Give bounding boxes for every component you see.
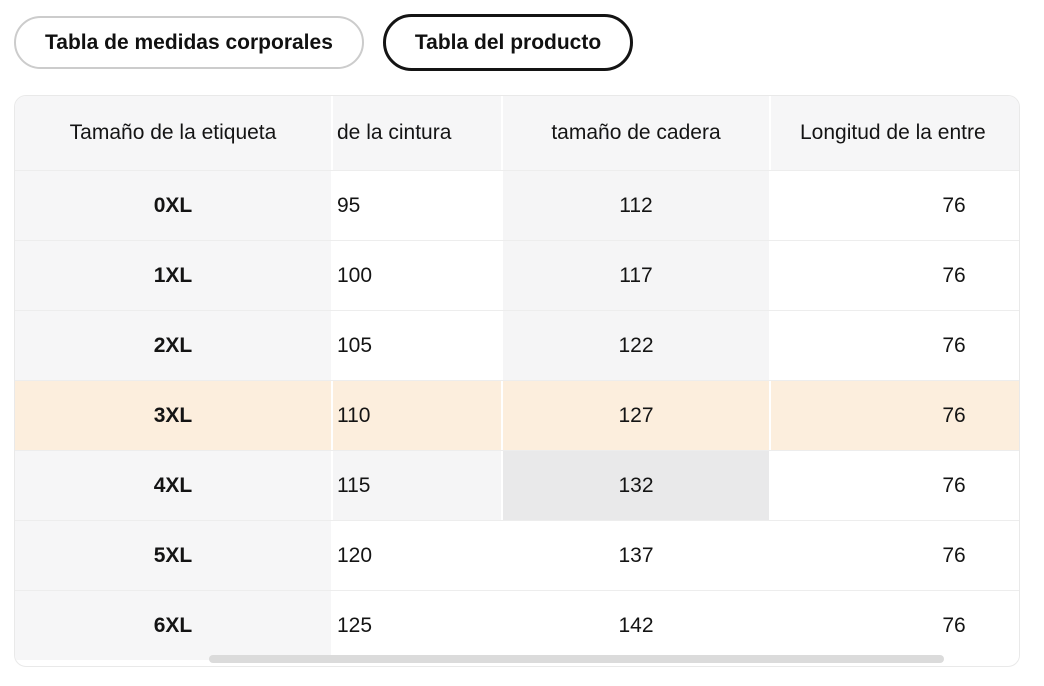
cell-waist[interactable]: 110	[331, 381, 501, 450]
cell-label-size[interactable]: 3XL	[15, 381, 331, 450]
size-table-card: Tamaño de la etiqueta de la cintura tama…	[14, 95, 1020, 667]
cell-hip[interactable]: 117	[501, 241, 769, 310]
cell-hip-hovered[interactable]: 132	[501, 451, 769, 520]
header-inseam: Longitud de la entre	[769, 96, 1019, 170]
cell-label-size[interactable]: 6XL	[15, 591, 331, 660]
table-row: 4XL 115 132 76	[15, 450, 1019, 520]
cell-waist[interactable]: 105	[331, 311, 501, 380]
horizontal-scrollbar-thumb[interactable]	[209, 655, 944, 663]
table-header-row: Tamaño de la etiqueta de la cintura tama…	[15, 96, 1019, 170]
header-waist: de la cintura	[331, 96, 501, 170]
cell-inseam[interactable]: 76	[769, 241, 1019, 310]
table-row: 2XL 105 122 76	[15, 310, 1019, 380]
cell-hip[interactable]: 137	[501, 521, 769, 590]
cell-label-size[interactable]: 4XL	[15, 451, 331, 520]
cell-label-size[interactable]: 2XL	[15, 311, 331, 380]
size-chart-tabs: Tabla de medidas corporales Tabla del pr…	[14, 14, 634, 71]
table-row: 6XL 125 142 76	[15, 590, 1019, 660]
cell-waist[interactable]: 95	[331, 171, 501, 240]
cell-inseam[interactable]: 76	[769, 591, 1019, 660]
header-hip: tamaño de cadera	[501, 96, 769, 170]
tab-body-measurements[interactable]: Tabla de medidas corporales	[14, 16, 364, 69]
header-label-size: Tamaño de la etiqueta	[15, 96, 331, 170]
cell-waist[interactable]: 115	[331, 451, 501, 520]
cell-hip[interactable]: 127	[501, 381, 769, 450]
tab-product-table[interactable]: Tabla del producto	[382, 14, 634, 71]
cell-inseam[interactable]: 76	[769, 521, 1019, 590]
table-row: 5XL 120 137 76	[15, 520, 1019, 590]
cell-hip[interactable]: 142	[501, 591, 769, 660]
cell-waist[interactable]: 100	[331, 241, 501, 310]
table-row-highlighted: 3XL 110 127 76	[15, 380, 1019, 450]
cell-label-size[interactable]: 0XL	[15, 171, 331, 240]
cell-label-size[interactable]: 1XL	[15, 241, 331, 310]
cell-inseam[interactable]: 76	[769, 451, 1019, 520]
cell-waist[interactable]: 125	[331, 591, 501, 660]
cell-inseam[interactable]: 76	[769, 171, 1019, 240]
cell-hip[interactable]: 122	[501, 311, 769, 380]
cell-hip[interactable]: 112	[501, 171, 769, 240]
cell-label-size[interactable]: 5XL	[15, 521, 331, 590]
cell-inseam[interactable]: 76	[769, 381, 1019, 450]
cell-inseam[interactable]: 76	[769, 311, 1019, 380]
table-row: 1XL 100 117 76	[15, 240, 1019, 310]
table-row: 0XL 95 112 76	[15, 170, 1019, 240]
cell-waist[interactable]: 120	[331, 521, 501, 590]
